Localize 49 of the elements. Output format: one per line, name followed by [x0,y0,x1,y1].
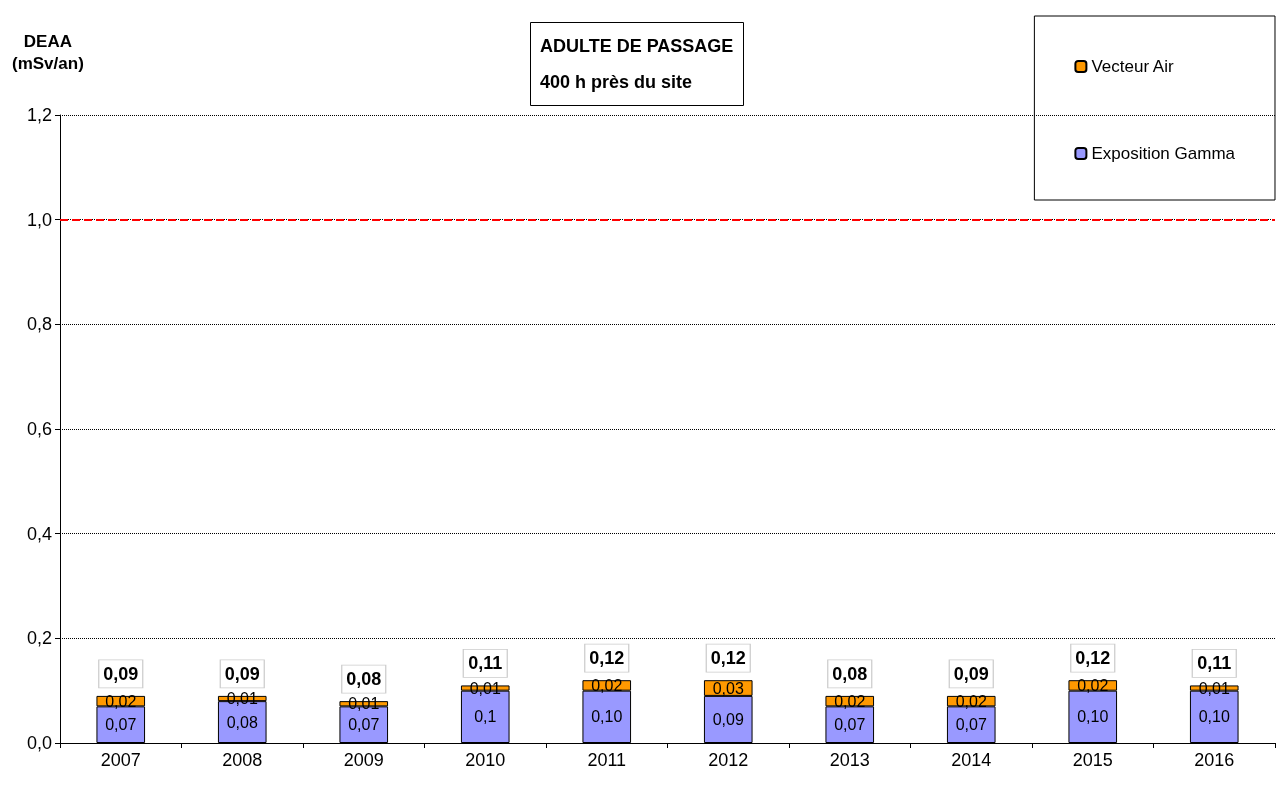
x-tick-label: 2013 [829,750,870,770]
data-label: 0,01 [348,695,380,713]
data-label: 0,07 [105,716,137,734]
data-label: 0,08 [226,713,258,731]
legend-label: Exposition Gamma [1091,144,1236,163]
x-tick-label: 2016 [1194,750,1235,770]
legend-label: Vecteur Air [1091,57,1174,76]
y-tick-label: 0,6 [26,419,52,439]
x-tick-label: 2014 [951,750,992,770]
y-tick-label: 0,0 [26,733,52,753]
x-tick-label: 2011 [587,750,627,770]
total-label: 0,11 [468,653,503,674]
data-label: 0,01 [226,690,258,708]
data-label: 0,02 [591,676,623,694]
y-axis-title: DEAA (mSv/an) [12,31,84,73]
data-label: 0,07 [955,716,987,734]
data-label: 0,01 [1198,679,1230,697]
x-tick-label: 2012 [708,750,749,770]
total-label: 0,08 [832,663,868,684]
total-label: 0,08 [346,669,382,690]
total-label: 0,09 [103,663,139,684]
x-tick-label: 2008 [222,750,263,770]
data-label: 0,01 [469,679,501,697]
x-tick-label: 2007 [100,750,141,770]
y-tick-label: 0,2 [26,628,52,649]
data-label: 0,02 [1077,676,1109,694]
data-label: 0,03 [712,679,744,697]
data-label: 0,09 [712,710,744,728]
data-label: 0,10 [591,708,623,726]
data-label: 0,1 [474,708,497,726]
data-label: 0,10 [1198,708,1230,726]
data-label: 0,07 [348,716,380,734]
y-tick-label: 0,4 [26,523,52,544]
total-label: 0,12 [589,648,625,669]
data-label: 0,10 [1077,708,1109,726]
x-tick-label: 2009 [343,750,384,770]
x-tick-label: 2010 [465,750,506,770]
y-tick-label: 1,2 [26,105,52,125]
y-tick-label: 1,0 [26,209,52,230]
data-label: 0,07 [834,716,866,734]
x-tick-label: 2015 [1072,750,1113,770]
total-label: 0,12 [1075,648,1111,669]
chart-title: ADULTE DE PASSAGE [540,36,734,56]
total-label: 0,09 [224,663,260,684]
y-tick-label: 0,8 [26,314,52,335]
chart-subtitle: 400 h près du site [540,72,693,92]
total-label: 0,09 [953,663,989,684]
total-label: 0,12 [710,648,746,669]
total-label: 0,11 [1197,653,1232,674]
